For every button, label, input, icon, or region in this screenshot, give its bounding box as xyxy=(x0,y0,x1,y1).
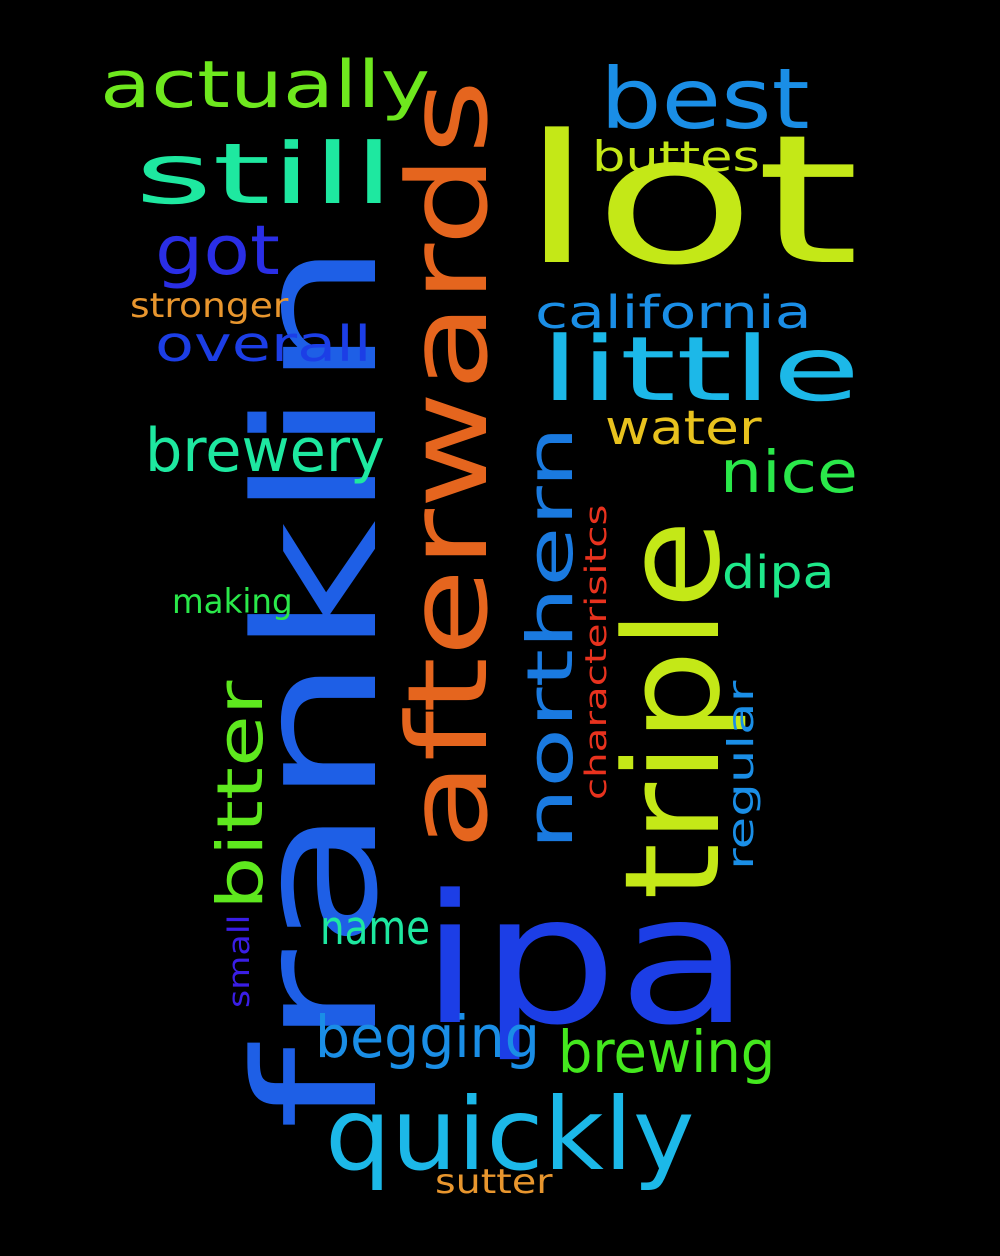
word-quickly: quickly xyxy=(325,1076,695,1194)
word-brewing: brewing xyxy=(558,1018,776,1087)
word-buttes: buttes xyxy=(592,131,760,181)
word-small: small xyxy=(222,914,257,1008)
word-name: name xyxy=(320,901,430,957)
word-little: little xyxy=(540,318,861,423)
word-regular: regular xyxy=(721,680,763,870)
word-characterisitcs: characterisitcs xyxy=(579,504,614,800)
word-overall: overall xyxy=(155,315,372,374)
word-making: making xyxy=(172,581,293,621)
word-dipa: dipa xyxy=(722,546,835,600)
word-afterwards: afterwards xyxy=(384,79,513,851)
word-brewery: brewery xyxy=(145,416,385,486)
word-actually: actually xyxy=(100,48,431,124)
word-triple: triple xyxy=(595,519,749,900)
word-california: california xyxy=(535,286,812,340)
word-northern: northern xyxy=(513,425,587,850)
word-begging: begging xyxy=(315,1003,540,1072)
word-best: best xyxy=(600,49,810,148)
word-sutter: sutter xyxy=(435,1161,553,1201)
word-stronger: stronger xyxy=(130,285,289,325)
word-bitter: bitter xyxy=(203,680,277,910)
word-got: got xyxy=(155,212,280,292)
word-nice: nice xyxy=(720,438,858,507)
word-still: still xyxy=(135,124,395,223)
word-ipa: ipa xyxy=(420,857,751,1066)
word-lot: lot xyxy=(520,97,860,306)
word-water: water xyxy=(605,401,762,457)
